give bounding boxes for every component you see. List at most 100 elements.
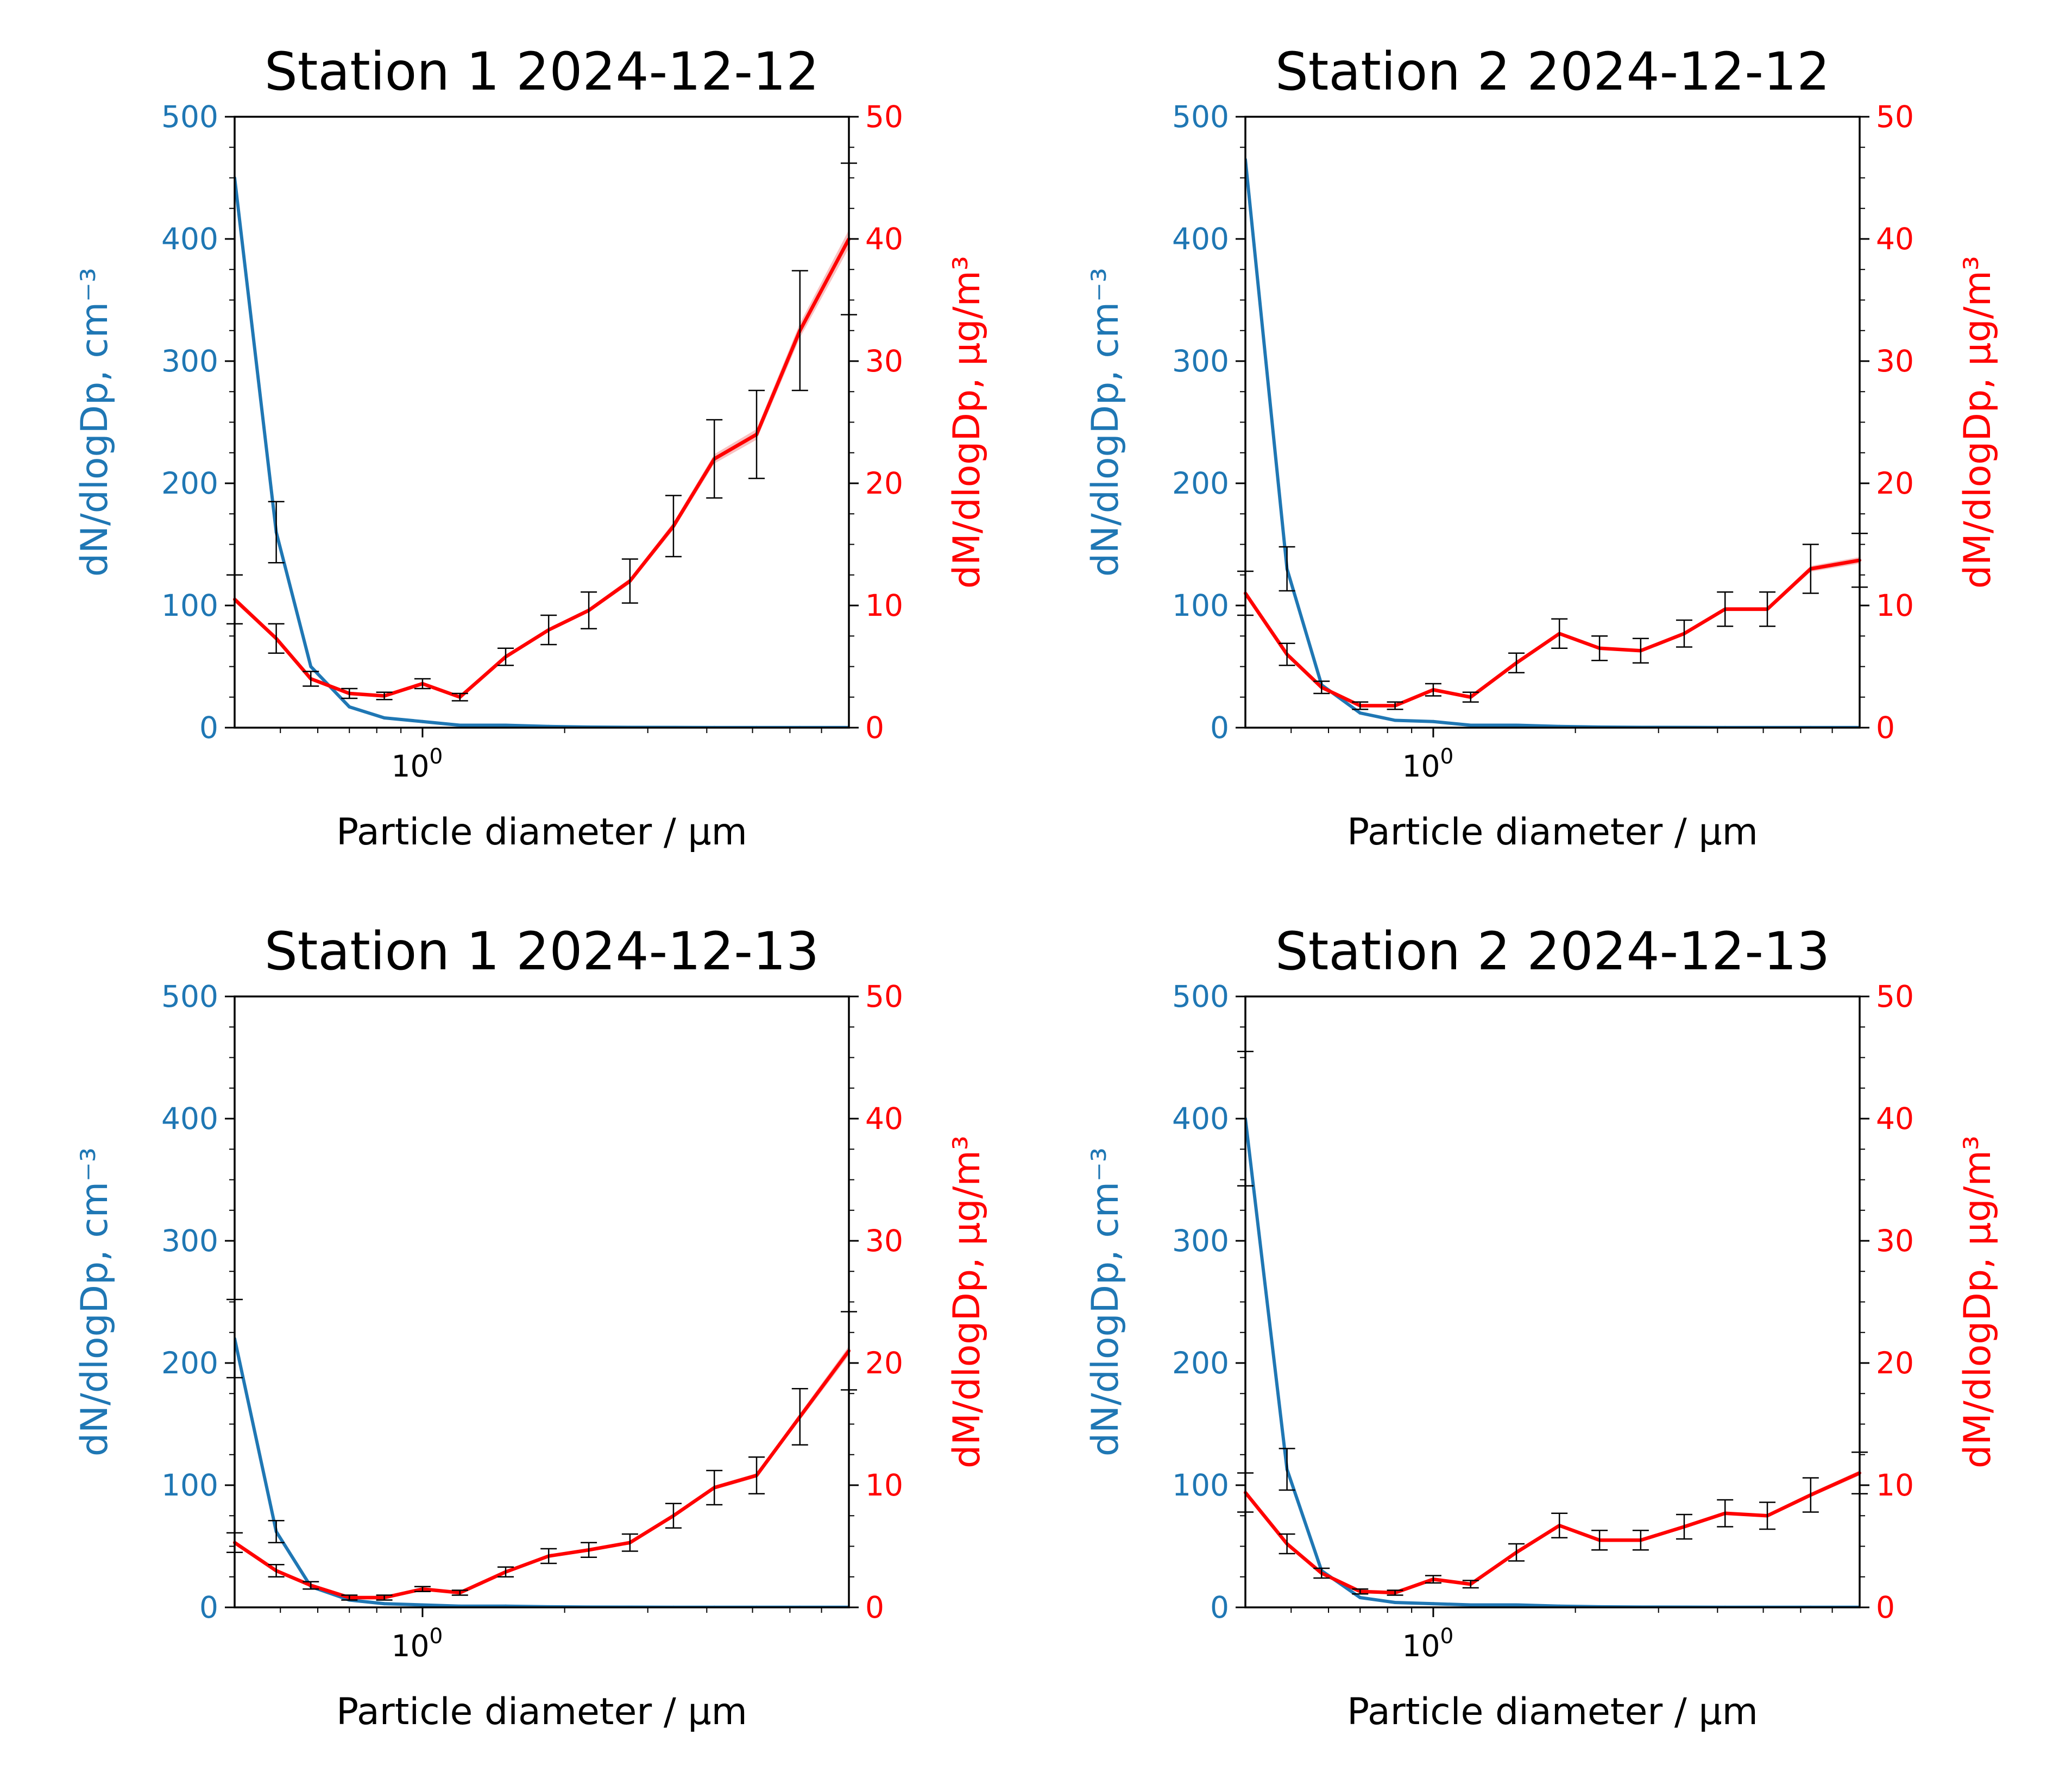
y-right-tick-label: 40 — [865, 1101, 903, 1136]
series-mass-band — [1245, 557, 1860, 706]
number-point — [504, 723, 508, 727]
y-axis-left-label: dN/dlogDp, cm⁻³ — [73, 268, 116, 577]
y-left-tick-label: 100 — [1172, 588, 1229, 623]
y-left-tick-label: 100 — [161, 1468, 218, 1503]
y-axis-right-label: dM/dlogDp, μg/m³ — [946, 1135, 988, 1468]
y-right-tick-label: 10 — [865, 588, 903, 623]
number-point — [1431, 720, 1435, 723]
y-right-tick-label: 50 — [865, 979, 903, 1014]
y-left-tick-label: 300 — [1172, 1223, 1229, 1258]
y-left-tick-label: 500 — [161, 99, 218, 134]
x-tick-base: 10 — [1402, 749, 1440, 784]
series-mass-line — [233, 238, 851, 699]
plot-frame — [1244, 116, 1861, 729]
y-right-tick-label: 0 — [865, 1590, 884, 1625]
series-mass-line — [1244, 558, 1860, 708]
y-left-tick-label: 200 — [1172, 466, 1229, 501]
y-right-tick-label: 20 — [865, 466, 903, 501]
chart-panel-1: Station 1 2024-12-1201002003004005000102… — [73, 41, 988, 854]
chart-panel-3: Station 1 2024-12-1301002003004005000102… — [73, 921, 988, 1733]
number-point — [1515, 723, 1519, 727]
y-left-tick-label: 500 — [1172, 99, 1229, 134]
number-point — [420, 1603, 424, 1607]
number-point — [1393, 1601, 1397, 1604]
y-left-tick-label: 0 — [1210, 1590, 1229, 1625]
number-point — [348, 705, 351, 709]
y-right-tick-label: 10 — [1876, 588, 1914, 623]
y-left-tick-label: 200 — [161, 1346, 218, 1380]
chart-title: Station 1 2024-12-12 — [265, 41, 819, 102]
y-right-tick-label: 30 — [1876, 344, 1914, 378]
y-right-tick-label: 40 — [1876, 1101, 1914, 1136]
y-left-tick-label: 500 — [1172, 979, 1229, 1014]
y-left-tick-label: 0 — [199, 1590, 218, 1625]
y-left-tick-label: 400 — [161, 222, 218, 256]
y-right-tick-label: 10 — [1876, 1468, 1914, 1503]
x-tick-base: 10 — [392, 749, 430, 784]
plot-frame — [234, 995, 850, 1608]
number-point — [1431, 1602, 1435, 1606]
x-tick-label: 100 — [392, 1624, 443, 1663]
y-left-tick-label: 0 — [1210, 710, 1229, 745]
y-right-tick-label: 40 — [1876, 222, 1914, 256]
y-left-tick-label: 400 — [1172, 1101, 1229, 1136]
y-axis-right-label: dM/dlogDp, μg/m³ — [1956, 1135, 1999, 1468]
number-point — [1515, 1603, 1519, 1607]
chart-title: Station 2 2024-12-12 — [1275, 41, 1830, 102]
chart-title: Station 1 2024-12-13 — [265, 921, 819, 982]
y-right-tick-label: 0 — [1876, 710, 1895, 745]
number-point — [1358, 1596, 1362, 1599]
y-right-tick-label: 10 — [865, 1468, 903, 1503]
y-right-tick-label: 0 — [865, 710, 884, 745]
y-right-tick-label: 50 — [1876, 979, 1914, 1014]
number-point — [1469, 1603, 1472, 1607]
y-left-tick-label: 500 — [161, 979, 218, 1014]
y-right-tick-label: 40 — [865, 222, 903, 256]
number-point — [420, 720, 424, 723]
y-left-tick-label: 200 — [1172, 1346, 1229, 1380]
y-axis-left-label: dN/dlogDp, cm⁻³ — [1084, 268, 1127, 577]
x-axis-label: Particle diameter / μm — [336, 1690, 747, 1733]
x-tick-exponent: 0 — [1440, 1624, 1454, 1649]
y-left-tick-label: 300 — [1172, 344, 1229, 378]
x-tick-label: 100 — [1402, 744, 1454, 784]
x-tick-label: 100 — [392, 744, 443, 784]
y-axis-right-label: dM/dlogDp, μg/m³ — [1956, 256, 1999, 589]
y-right-tick-label: 30 — [1876, 1223, 1914, 1258]
series-mass-line — [1244, 1471, 1861, 1595]
x-tick-exponent: 0 — [430, 1624, 443, 1649]
x-axis-label: Particle diameter / μm — [336, 811, 747, 854]
y-left-tick-label: 400 — [161, 1101, 218, 1136]
y-right-tick-label: 20 — [1876, 466, 1914, 501]
chart-panel-2: Station 2 2024-12-1201002003004005000102… — [1084, 41, 1999, 854]
y-left-tick-label: 100 — [161, 588, 218, 623]
y-left-tick-label: 300 — [161, 1223, 218, 1258]
y-axis-left-label: dN/dlogDp, cm⁻³ — [1084, 1147, 1127, 1456]
x-tick-label: 100 — [1402, 1624, 1454, 1663]
y-left-tick-label: 0 — [199, 710, 218, 745]
x-axis-label: Particle diameter / μm — [1347, 811, 1758, 854]
y-right-tick-label: 30 — [865, 1223, 903, 1258]
x-axis-label: Particle diameter / μm — [1347, 1690, 1758, 1733]
y-right-tick-label: 20 — [1876, 1346, 1914, 1380]
number-point — [1358, 711, 1362, 715]
y-right-tick-label: 0 — [1876, 1590, 1895, 1625]
series-mass-line — [234, 1349, 851, 1600]
number-point — [1393, 718, 1397, 722]
y-left-tick-label: 400 — [1172, 222, 1229, 256]
y-axis-left-label: dN/dlogDp, cm⁻³ — [73, 1147, 116, 1456]
chart-panel-4: Station 2 2024-12-1301002003004005000102… — [1084, 921, 1999, 1733]
y-right-tick-label: 30 — [865, 344, 903, 378]
x-tick-exponent: 0 — [430, 744, 443, 769]
x-tick-base: 10 — [392, 1629, 430, 1663]
x-tick-exponent: 0 — [1440, 744, 1454, 769]
number-point — [309, 665, 313, 668]
series-number-line — [1245, 159, 1860, 728]
y-left-tick-label: 100 — [1172, 1468, 1229, 1503]
y-left-tick-label: 200 — [161, 466, 218, 501]
series-number-line — [1245, 1118, 1860, 1607]
number-point — [1469, 723, 1472, 727]
y-left-tick-label: 300 — [161, 344, 218, 378]
number-point — [382, 716, 386, 720]
